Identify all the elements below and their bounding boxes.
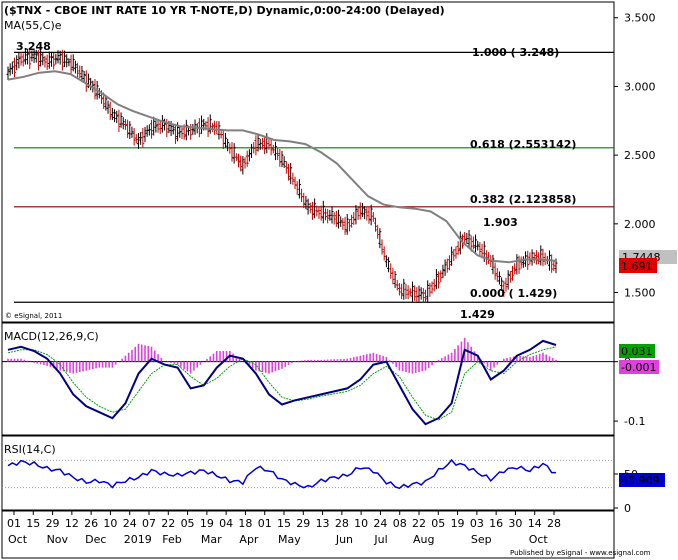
ma-line [7,70,557,264]
x-day-label: 19 [451,517,465,530]
x-day-label: 08 [393,517,407,530]
macd-title: MACD(12,26,9,C) [4,330,99,343]
price-y-tick-label: 2.000 [624,218,656,231]
x-month-label: May [278,533,301,546]
x-day-label: 01 [258,517,272,530]
annotation-high: 3.248 [16,40,51,53]
x-day-label: 18 [238,517,252,530]
x-month-label: Apr [239,533,259,546]
signal-value-badge [619,360,659,374]
x-day-label: 12 [65,517,79,530]
price-y-tick-label: 1.500 [624,287,656,300]
x-day-label: 24 [123,517,137,530]
fib-100-label: 1.000 ( 3.248) [472,46,559,59]
price-y-tick-label: 2.500 [624,149,656,162]
x-day-label: 22 [412,517,426,530]
close-value-badge [619,258,657,273]
fib-382-label: 0.382 (2.123858) [470,193,576,206]
x-month-label: Oct [8,533,28,546]
x-day-label: 03 [470,517,484,530]
x-day-label: 24 [373,517,387,530]
x-day-label: 05 [431,517,445,530]
close-value-text: 1.691 [621,260,653,273]
annotation-low: 1.429 [460,308,495,321]
x-day-label: 10 [103,517,117,530]
rsi-y-tick-label: 0 [624,502,631,515]
x-month-label: Mar [201,533,222,546]
rsi-panel-frame [1,435,615,511]
x-month-label: Dec [85,533,106,546]
fib-0-label: 0.000 ( 1.429) [470,287,557,300]
watermark: © eSignal, 2011 [5,312,62,320]
x-day-label: 30 [508,517,522,530]
x-month-label: Oct [529,533,549,546]
x-month-label: Jul [373,533,387,546]
footer-credit: Published by eSignal - www.esignal.com [510,549,651,557]
x-day-label: 28 [547,517,561,530]
chart-title: ($TNX - CBOE INT RATE 10 YR T-NOTE,D) Dy… [4,4,445,17]
x-month-label: Feb [162,533,181,546]
macd-value-badge [619,344,655,358]
x-month-label: Aug [413,533,434,546]
signal-value-text: -0.001 [621,361,656,374]
macd-value-text: 0.031 [621,345,653,358]
x-day-label: 22 [161,517,175,530]
x-day-label: 14 [528,517,542,530]
x-day-label: 04 [219,517,233,530]
signal-line [7,346,557,421]
rsi-line [7,458,556,490]
fib-618-label: 0.618 (2.553142) [470,138,576,151]
x-day-label: 01 [7,517,21,530]
price-y-ticks: 3.500 3.000 2.500 2.000 1.500 [614,12,656,300]
x-day-label: 15 [26,517,40,530]
x-day-label: 15 [277,517,291,530]
macd-panel-frame [1,322,615,436]
x-day-label: 28 [335,517,349,530]
annotation-mid-high: 1.903 [483,216,518,229]
x-month-label: Jun [335,533,353,546]
x-axis: 01 15 29 12 26 10 24 07 22 05 19 04 18 01 15 29 13 28 10 24… [7,511,561,546]
x-day-label: 29 [46,517,60,530]
x-day-label: 16 [489,517,503,530]
rsi-value-text: 45.909 [621,474,660,487]
x-month-label: Sep [471,533,492,546]
price-bars [6,48,558,304]
rsi-value-badge [619,473,665,487]
ma-label: MA(55,C)e [4,19,62,32]
x-day-label: 05 [181,517,195,530]
macd-line [7,339,557,426]
rsi-title: RSI(14,C) [4,443,56,456]
x-day-label: 29 [296,517,310,530]
x-day-label: 10 [354,517,368,530]
price-y-tick-label: 3.500 [624,12,656,25]
x-day-label: 19 [200,517,214,530]
x-month-label: 2019 [124,533,152,546]
x-month-label: Nov [47,533,69,546]
price-panel-frame [1,1,615,323]
x-day-label: 13 [316,517,330,530]
x-day-label: 26 [84,517,98,530]
macd-histogram [7,337,557,374]
x-day-label: 07 [142,517,156,530]
price-y-tick-label: 3.000 [624,80,656,93]
macd-y-tick-label: -0.1 [624,415,645,428]
xaxis-frame [1,510,615,559]
